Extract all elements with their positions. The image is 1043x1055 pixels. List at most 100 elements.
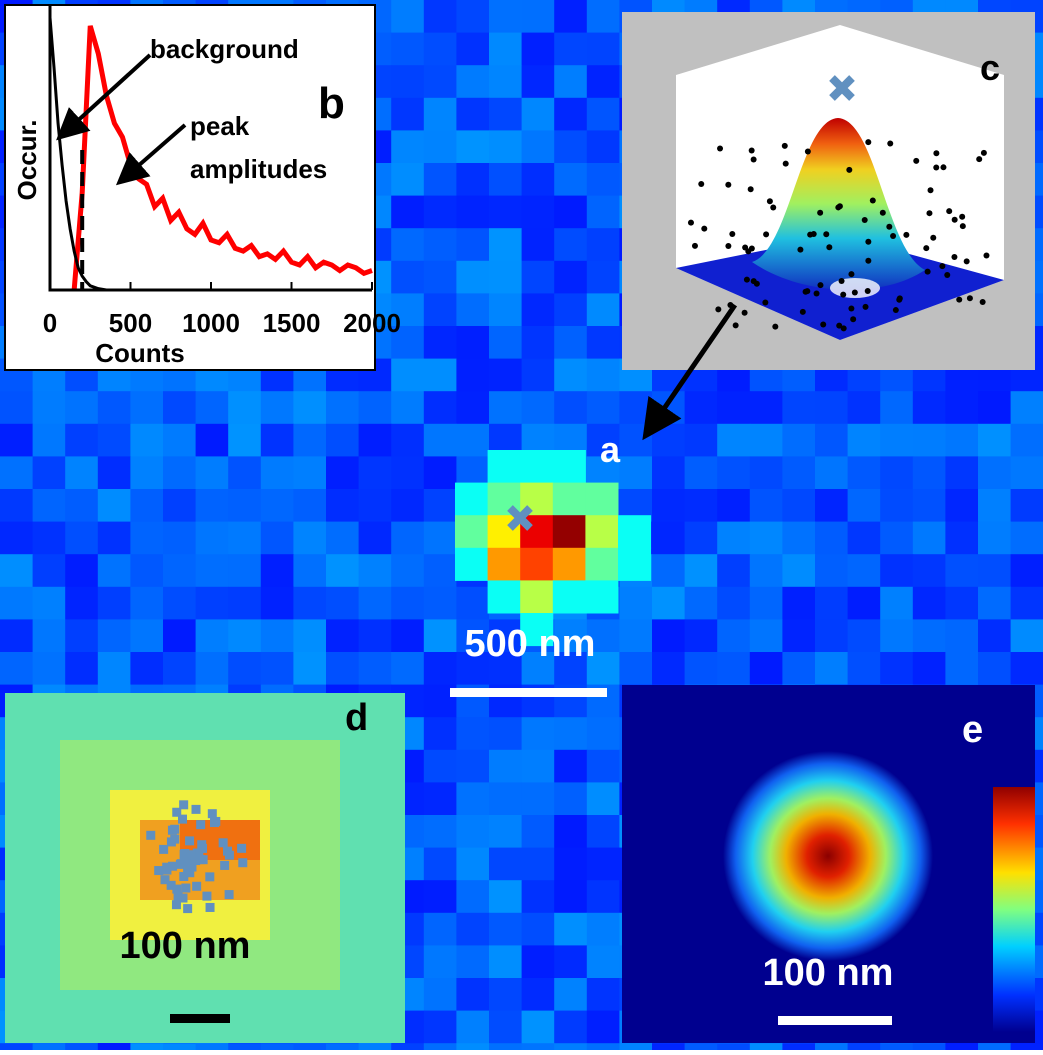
pixel [358, 391, 392, 425]
pixel [521, 1043, 555, 1055]
point [976, 156, 983, 163]
pixel [489, 978, 523, 1012]
pixel [554, 130, 588, 164]
pixel [586, 619, 620, 653]
pixel [130, 423, 164, 457]
point [781, 142, 788, 149]
pixel [65, 391, 99, 425]
point [851, 289, 858, 296]
pixel [586, 717, 620, 751]
pixel [945, 586, 979, 620]
pixel [1010, 554, 1043, 588]
pixel [391, 358, 425, 392]
pixel [1010, 489, 1043, 523]
pixel [847, 391, 881, 425]
pixel [521, 130, 555, 164]
pixel [586, 423, 620, 457]
point [195, 855, 205, 865]
point [966, 295, 973, 302]
pixel [978, 652, 1012, 686]
point [725, 242, 732, 249]
pixel [489, 815, 523, 849]
pixel [391, 163, 425, 197]
pixel [423, 195, 457, 229]
pixel [423, 1043, 457, 1055]
pixel [782, 489, 816, 523]
point [865, 238, 872, 245]
pixel [586, 195, 620, 229]
pixel [32, 456, 66, 490]
pixel [423, 815, 457, 849]
pixel [912, 554, 946, 588]
pixel [456, 391, 490, 425]
pixel [717, 521, 751, 555]
pixel [586, 163, 620, 197]
pixel [749, 619, 783, 653]
pixel [847, 456, 881, 490]
pixel [684, 489, 718, 523]
pixel [912, 521, 946, 555]
pixel [586, 391, 620, 425]
pixel [1010, 456, 1043, 490]
pixel [782, 619, 816, 653]
pixel [782, 1043, 816, 1055]
point [823, 231, 830, 238]
pixel [586, 1043, 620, 1055]
point [210, 818, 220, 828]
point [172, 807, 182, 817]
point [799, 308, 806, 315]
pixel [456, 1043, 490, 1055]
pixel [586, 260, 620, 294]
pixel [456, 260, 490, 294]
pixel [815, 554, 849, 588]
pixel [391, 521, 425, 555]
point [892, 307, 899, 314]
pixel [618, 547, 652, 581]
pixel [487, 580, 521, 614]
pixel [487, 547, 521, 581]
pixel [456, 782, 490, 816]
scale-bar-label: 100 nm [120, 925, 251, 967]
pixel [521, 358, 555, 392]
pixel [326, 652, 360, 686]
pixel [130, 619, 164, 653]
pixel [489, 0, 523, 34]
point [820, 321, 827, 328]
pixel [945, 391, 979, 425]
pixel [586, 0, 620, 34]
pixel [815, 521, 849, 555]
point [979, 299, 986, 306]
pixel [163, 456, 197, 490]
line [71, 25, 373, 291]
pixel [945, 423, 979, 457]
pixel [782, 586, 816, 620]
point [886, 223, 893, 230]
pixel [782, 423, 816, 457]
pixel [586, 1010, 620, 1044]
pixel [293, 619, 327, 653]
pixel [423, 228, 457, 262]
point [959, 223, 966, 230]
pixel [423, 619, 457, 653]
point [732, 322, 739, 329]
pixel [97, 391, 131, 425]
point [715, 306, 722, 313]
pixel [880, 521, 914, 555]
pixel [32, 652, 66, 686]
pixel [130, 1043, 164, 1055]
point [869, 197, 876, 204]
pixel [391, 423, 425, 457]
pixel [163, 586, 197, 620]
annotation: peak [190, 111, 250, 141]
pixel [619, 456, 653, 490]
pixel [585, 547, 619, 581]
pixel [423, 912, 457, 946]
pixel [0, 652, 34, 686]
pixel [32, 521, 66, 555]
point [926, 210, 933, 217]
pixel [0, 391, 34, 425]
pixel [586, 749, 620, 783]
pixel [945, 554, 979, 588]
point [951, 216, 958, 223]
point [179, 872, 189, 882]
